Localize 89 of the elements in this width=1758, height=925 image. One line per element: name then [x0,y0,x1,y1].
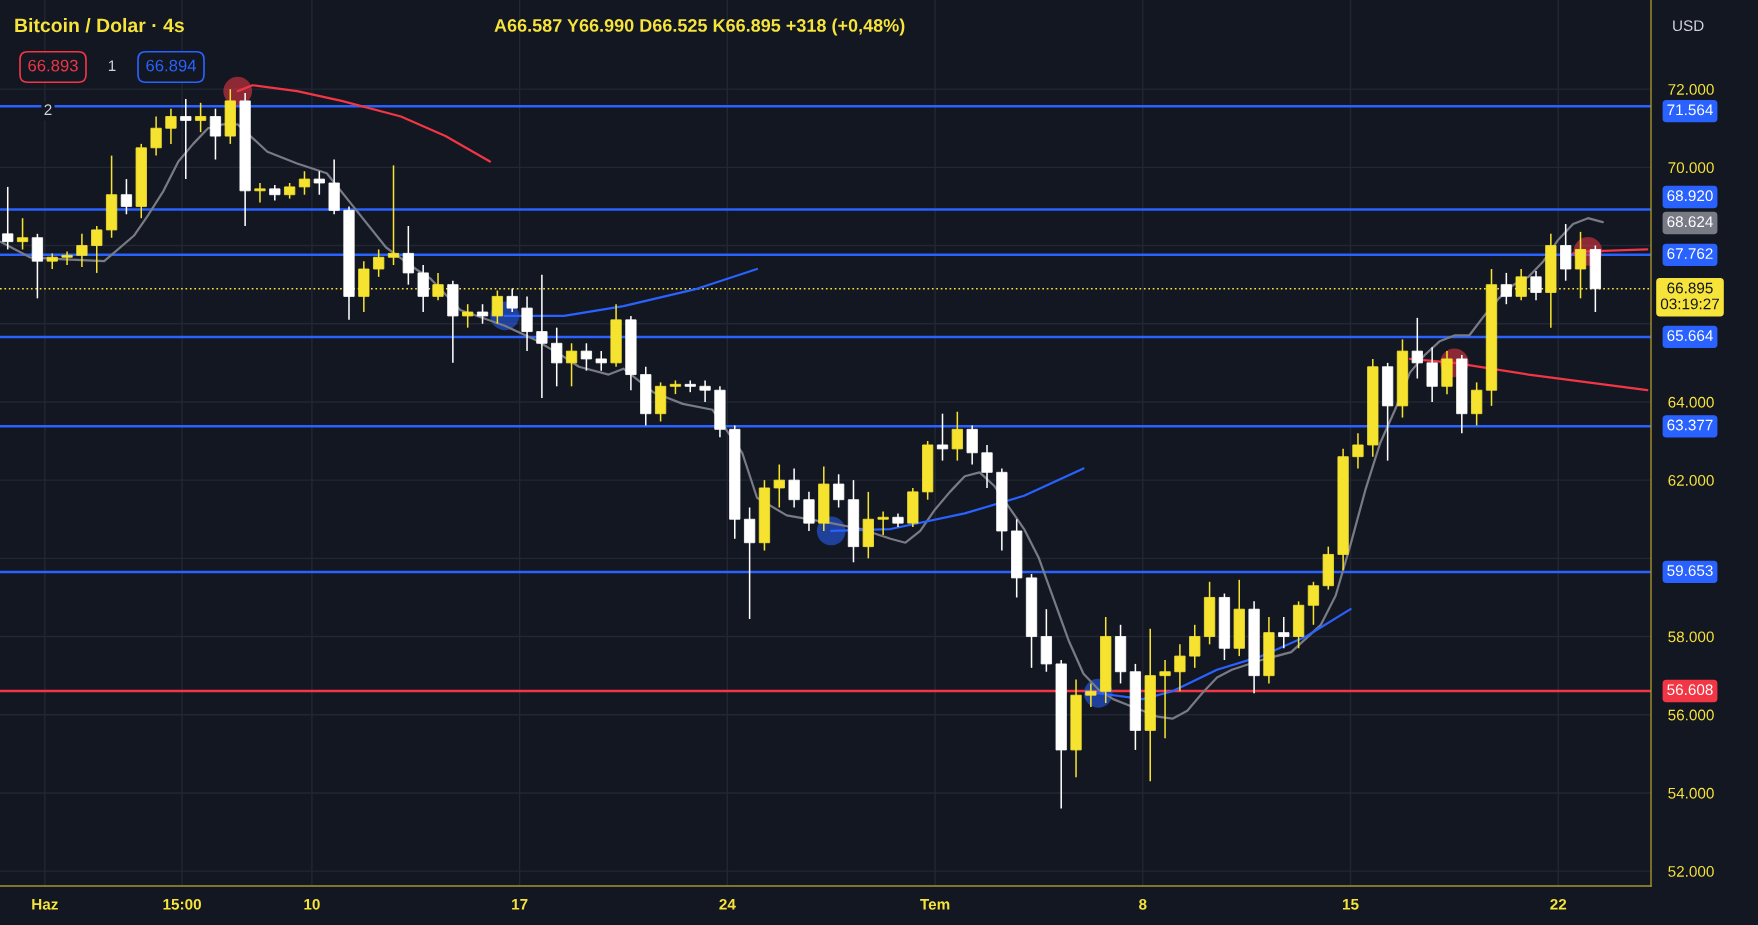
y-tick-label: 58.000 [1668,631,1714,643]
candlestick [981,444,993,489]
y-tick-label: 64.000 [1668,396,1714,408]
ref-line-label: 68.920 [1667,190,1713,202]
candlestick [833,473,845,509]
candlestick [150,115,162,157]
candlestick [298,170,311,196]
candlestick [551,326,563,388]
candlestick [2,186,14,251]
ref-line-label: 66.895 03:19:27 [1660,282,1719,310]
ref-line-label: 65.664 [1667,330,1713,341]
x-tick-label: 15 [1343,899,1359,910]
x-tick-label: 15:00 [163,898,201,910]
candlestick [1307,581,1320,626]
x-tick-label: 17 [512,899,528,910]
candlestick [951,410,963,462]
annotation: 66.894 [146,59,196,72]
candlestick [744,506,756,620]
candlestick [536,274,548,399]
candlestick [462,303,474,329]
x-tick-label: 10 [304,898,320,910]
candlestick [432,272,444,302]
y-tick-label: 72.000 [1668,84,1714,95]
text: A66.587 Y66.990 D66.525 K66.895 +318 (+0,48%) [494,18,905,36]
candlestick [61,250,73,266]
candlestick [1560,223,1572,282]
y-tick-label: 52.000 [1668,866,1714,877]
candlestick [1085,682,1097,708]
candlestick [1530,270,1542,302]
candlestick [699,379,711,403]
annotation: 2 [44,104,52,115]
candlestick [521,295,533,352]
candlestick [803,491,815,532]
candlestick [966,424,978,466]
candlestick [877,510,889,536]
candlestick [417,264,429,313]
text: Bitcoin / Dolar · 4s [15,17,184,33]
candlestick [1159,659,1171,739]
text: USD [1673,20,1704,32]
candlestick [491,289,503,325]
y-tick-label: 70.000 [1668,162,1714,174]
x-tick-label: 22 [1550,898,1567,910]
candlestick [1471,381,1483,427]
annotation: 1 [108,60,116,71]
candlestick [180,98,192,180]
candlestick [1352,432,1364,470]
y-tick-label: 56.000 [1668,709,1714,721]
x-tick-label: Haz [32,899,58,910]
candlestick [402,225,414,286]
y-tick-label: 54.000 [1668,787,1714,799]
annotation: 66.893 [28,59,78,72]
ref-line-label: 67.762 [1667,248,1713,259]
candlestick [788,467,800,509]
x-tick-label: 8 [1139,898,1147,910]
candlestick [46,252,58,270]
candlestick [476,303,489,325]
candlestick [387,164,400,266]
ref-line-label: 63.377 [1667,419,1713,431]
y-tick-label: 62.000 [1668,475,1714,486]
candlestick [580,342,593,372]
candlestick [209,107,222,161]
candlestick [1174,643,1186,693]
candlestick [1278,616,1290,650]
candlestick [120,178,133,216]
ref-line-label: 59.653 [1667,565,1713,577]
candlestick [76,233,88,268]
candlestick [1189,624,1201,669]
candlestick [1500,272,1512,305]
candlestick [595,350,607,372]
x-tick-label: Tem [920,899,950,910]
ref-line-label: 56.608 [1667,684,1713,696]
ref-line-label: 71.564 [1667,104,1713,116]
candlestick [936,412,949,462]
candlestick [313,170,325,196]
candlestick [1411,317,1423,380]
candlestick [684,379,696,393]
candlestick [506,287,518,313]
candlestick [373,248,385,278]
candlestick [165,107,177,145]
candlestick [773,463,785,509]
x-tick-label: 24 [719,898,736,910]
text: 68.624 [1667,216,1713,228]
candlestick [195,102,207,133]
candlestick [31,233,44,300]
candlestick [565,342,578,388]
candlestick [91,225,103,274]
candlestick [1426,346,1438,403]
candlestick [16,217,29,251]
candlestick [254,182,266,204]
